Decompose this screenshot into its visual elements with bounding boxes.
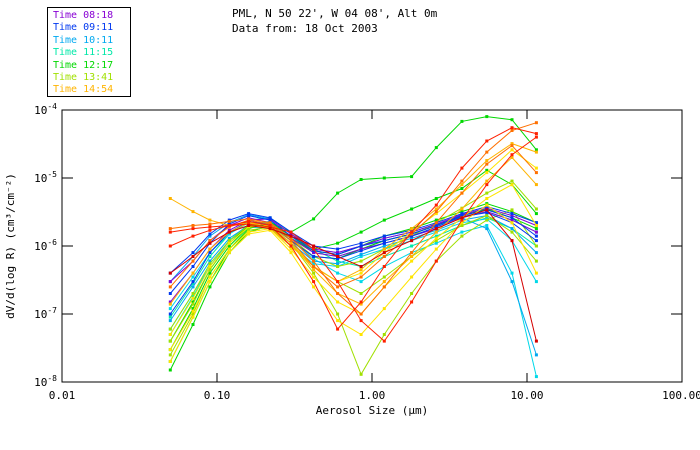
series bbox=[168, 121, 538, 289]
time-legend: Time 08:18 Time 09:11 Time 10:11 Time 11:15… bbox=[47, 7, 131, 97]
legend-item: Time 14:54 bbox=[53, 84, 114, 96]
legend-item: Time 13:41 bbox=[53, 72, 114, 84]
axes: 0.01 0.10 1.00 10.00 100.00 10-4 10-5 10-6 10-7 1… bbox=[4, 102, 700, 417]
x-tick-label: 1.00 bbox=[359, 389, 386, 402]
series bbox=[168, 144, 538, 316]
legend-item: Time 11:15 bbox=[53, 47, 114, 59]
x-tick-label: 0.10 bbox=[204, 389, 231, 402]
chart-subtitle: Data from: 18 Oct 2003 bbox=[232, 22, 378, 35]
series bbox=[168, 203, 538, 363]
y-tick-label: 10-7 bbox=[34, 306, 57, 321]
y-tick-label: 10-5 bbox=[34, 170, 57, 185]
chart-header: PML, N 50 22', W 04 08', Alt 0m Data fro… bbox=[232, 6, 437, 36]
series bbox=[168, 216, 538, 319]
y-tick-label: 10-6 bbox=[34, 238, 57, 253]
series bbox=[168, 208, 538, 343]
legend-item: Time 12:17 bbox=[53, 59, 114, 71]
series bbox=[168, 126, 538, 331]
x-tick-label: 10.00 bbox=[510, 389, 543, 402]
x-axis-title: Aerosol Size (μm) bbox=[316, 404, 429, 417]
x-tick-label: 0.01 bbox=[49, 389, 76, 402]
series bbox=[168, 168, 538, 363]
series bbox=[168, 183, 538, 352]
x-tick-label: 100.00 bbox=[662, 389, 700, 402]
series bbox=[168, 208, 538, 376]
legend-item: Time 08:18 bbox=[53, 10, 114, 21]
series bbox=[168, 202, 538, 372]
y-tick-label: 10-4 bbox=[34, 102, 57, 117]
legend-item: Time 09:11 bbox=[53, 22, 114, 34]
series bbox=[168, 206, 538, 304]
legend-item: Time 10:11 bbox=[53, 34, 114, 46]
chart-title: PML, N 50 22', W 04 08', Alt 0m bbox=[232, 7, 438, 20]
y-tick-label: 10-8 bbox=[34, 374, 57, 389]
series-lines bbox=[168, 115, 538, 379]
y-axis-title: dV/d(log R) (cm³/cm⁻²) bbox=[4, 173, 17, 319]
